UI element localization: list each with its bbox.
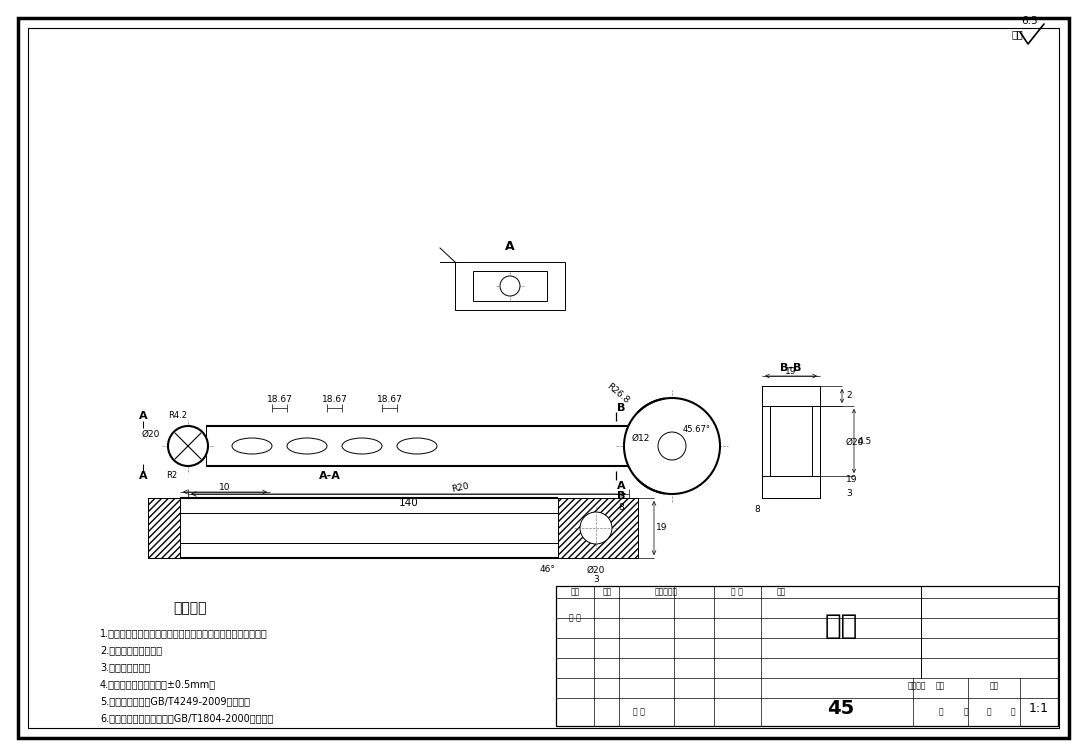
- Text: Ø20: Ø20: [141, 429, 160, 438]
- Text: A: A: [505, 240, 515, 253]
- Bar: [762, 386, 820, 498]
- Text: R26.8: R26.8: [605, 382, 630, 406]
- Text: 数量: 数量: [602, 587, 612, 596]
- Text: 46°: 46°: [540, 565, 555, 575]
- Text: 标记: 标记: [571, 587, 579, 596]
- Text: 2.零件须去除氧化皮。: 2.零件须去除氧化皮。: [100, 645, 162, 655]
- Text: 18.67: 18.67: [322, 395, 348, 404]
- Bar: [762, 386, 820, 498]
- Text: 19: 19: [846, 475, 858, 484]
- Text: 8: 8: [754, 506, 760, 515]
- Circle shape: [168, 426, 208, 466]
- Bar: [180, 543, 558, 558]
- Text: 6.3: 6.3: [1022, 16, 1038, 26]
- Text: Ø20: Ø20: [587, 565, 605, 575]
- Circle shape: [580, 512, 612, 544]
- Bar: [148, 498, 180, 558]
- Text: 比例: 比例: [989, 681, 999, 690]
- Text: 页: 页: [964, 708, 969, 717]
- Text: 1:1: 1:1: [1029, 702, 1049, 714]
- Text: 日期: 日期: [776, 587, 786, 596]
- Text: 3: 3: [594, 575, 599, 584]
- Bar: [770, 406, 812, 476]
- Bar: [558, 498, 638, 558]
- Text: 18.67: 18.67: [376, 395, 402, 404]
- Text: 3.去除毛刺飞边。: 3.去除毛刺飞边。: [100, 662, 150, 672]
- Text: A: A: [139, 411, 148, 421]
- Text: 45: 45: [827, 699, 854, 717]
- Text: B: B: [616, 403, 625, 413]
- Bar: [762, 386, 820, 498]
- Bar: [555, 586, 1058, 726]
- Text: Ø20: Ø20: [846, 438, 864, 447]
- Text: 19: 19: [655, 523, 667, 532]
- Text: 2: 2: [846, 392, 851, 401]
- Text: A: A: [139, 471, 148, 481]
- Text: 10: 10: [220, 484, 230, 492]
- Text: 大臂: 大臂: [824, 612, 858, 640]
- Ellipse shape: [342, 438, 382, 454]
- Text: 5.未注公差原则按GB/T4249-2009的要求。: 5.未注公差原则按GB/T4249-2009的要求。: [100, 696, 250, 706]
- Text: R4.2: R4.2: [168, 411, 187, 420]
- Bar: [558, 498, 638, 558]
- Text: 页: 页: [1011, 708, 1015, 717]
- Bar: [180, 498, 558, 513]
- Text: 45.67°: 45.67°: [683, 426, 711, 435]
- Bar: [455, 262, 565, 310]
- Ellipse shape: [232, 438, 272, 454]
- Circle shape: [624, 398, 720, 494]
- Text: R2: R2: [166, 470, 177, 479]
- Text: 第: 第: [987, 708, 991, 717]
- Text: B: B: [616, 491, 625, 501]
- Text: 4.5: 4.5: [858, 436, 872, 445]
- Text: 重量: 重量: [936, 681, 945, 690]
- Text: 图样标记: 图样标记: [908, 681, 926, 690]
- Text: 签 字: 签 字: [732, 587, 742, 596]
- Text: 其余: 其余: [1012, 29, 1024, 39]
- Text: A: A: [616, 481, 625, 491]
- Text: R20: R20: [450, 482, 470, 494]
- Text: 19: 19: [785, 367, 797, 376]
- Circle shape: [500, 276, 520, 296]
- Text: 设 计: 设 计: [570, 614, 580, 622]
- Circle shape: [658, 432, 686, 460]
- Text: 6.未注线性尺寸公差应符合GB/T1804-2000的要求。: 6.未注线性尺寸公差应符合GB/T1804-2000的要求。: [100, 713, 273, 723]
- Text: 日 期: 日 期: [633, 708, 645, 717]
- Ellipse shape: [397, 438, 437, 454]
- Bar: [148, 498, 180, 558]
- Bar: [180, 513, 558, 543]
- Text: 共: 共: [939, 708, 944, 717]
- Ellipse shape: [287, 438, 327, 454]
- Bar: [473, 271, 547, 301]
- Text: Ø12: Ø12: [632, 433, 650, 442]
- Text: 技术要求: 技术要求: [173, 601, 207, 615]
- Text: 18.67: 18.67: [266, 395, 292, 404]
- Text: 4.未注长度尺寸允许偏差±0.5mm。: 4.未注长度尺寸允许偏差±0.5mm。: [100, 679, 216, 689]
- Text: 3: 3: [846, 488, 852, 497]
- Text: 140: 140: [399, 498, 418, 508]
- Text: 更改文件名: 更改文件名: [654, 587, 677, 596]
- Text: B-B: B-B: [780, 363, 802, 373]
- Text: A-A: A-A: [320, 471, 341, 481]
- Text: 1.零件加工表面上，不应有划痕、擦伤等损伤零件表面的缺陷。: 1.零件加工表面上，不应有划痕、擦伤等损伤零件表面的缺陷。: [100, 628, 267, 638]
- Text: 8: 8: [619, 503, 624, 513]
